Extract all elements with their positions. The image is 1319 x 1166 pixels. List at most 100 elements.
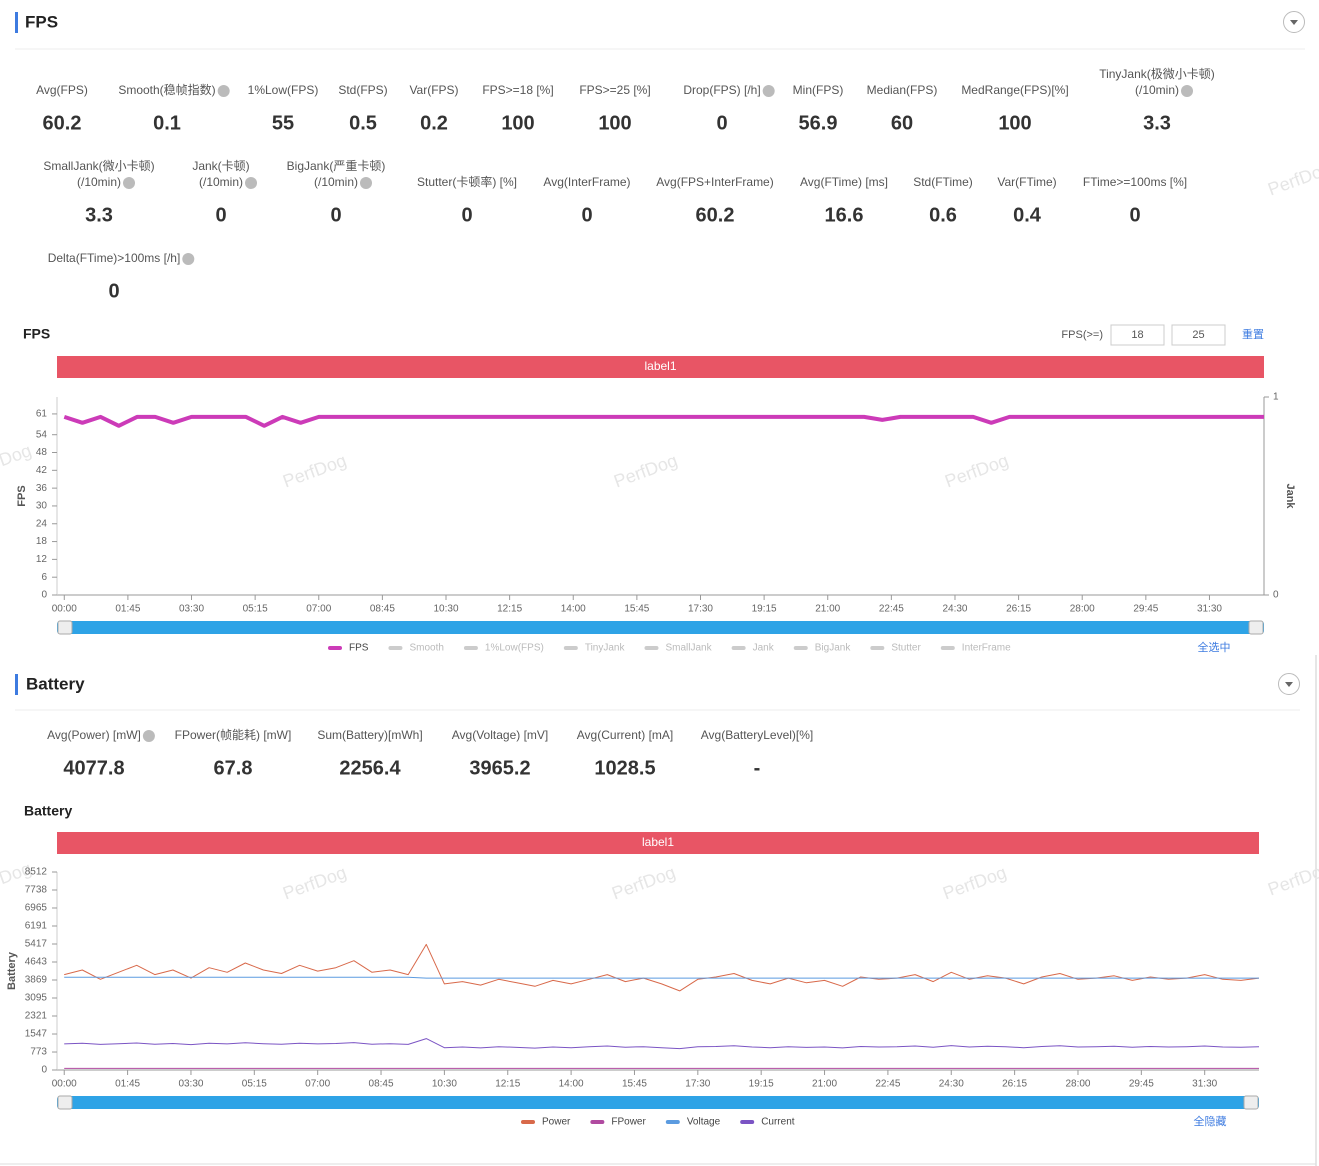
help-icon[interactable] — [245, 177, 258, 189]
help-icon[interactable] — [360, 177, 373, 189]
legend-label[interactable]: Power — [542, 1117, 571, 1128]
x-tick-label: 08:45 — [369, 1079, 394, 1090]
collapse-button[interactable] — [1278, 673, 1300, 695]
help-icon[interactable] — [182, 253, 195, 265]
legend-icon[interactable] — [328, 646, 342, 650]
help-icon[interactable] — [762, 85, 775, 97]
y-tick-label: 773 — [30, 1047, 47, 1058]
metric-label: FPower(帧能耗) [mW] — [175, 728, 292, 742]
metric-value: - — [754, 757, 761, 779]
range-slider[interactable] — [57, 1096, 1259, 1109]
metric-label: (/10min) — [199, 175, 243, 189]
metric-value: 0 — [461, 204, 472, 226]
metric-value: 100 — [501, 112, 534, 134]
threshold-value[interactable]: 25 — [1192, 329, 1204, 341]
x-tick-label: 31:30 — [1192, 1079, 1217, 1090]
metric-label: Stutter(卡顿率) [%] — [417, 174, 517, 189]
metric-value: 0 — [716, 112, 727, 134]
x-tick-label: 12:15 — [497, 604, 522, 615]
watermark: PerfDog — [1265, 858, 1319, 899]
metric-value: 3.3 — [1143, 112, 1171, 134]
x-tick-label: 10:30 — [432, 1079, 457, 1090]
metric-label: Smooth(稳帧指数) — [118, 82, 215, 97]
legend-label[interactable]: FPower — [611, 1117, 646, 1128]
y-tick-label: 48 — [36, 447, 48, 458]
watermark: PerfDog — [611, 450, 680, 491]
metric-value: 0 — [581, 204, 592, 226]
legend-icon[interactable] — [940, 646, 955, 650]
threshold-input[interactable] — [1171, 324, 1226, 346]
x-tick-label: 17:30 — [688, 604, 713, 615]
band-label: label1 — [644, 359, 676, 373]
section-marker — [15, 674, 18, 695]
series-line — [63, 414, 1264, 428]
metric-value: 0 — [330, 204, 341, 226]
y-tick-label: 2321 — [25, 1011, 48, 1022]
metric-label: Median(FPS) — [867, 83, 938, 97]
legend-label[interactable]: Smooth — [409, 643, 443, 654]
y-tick-label: 1547 — [25, 1029, 48, 1040]
legend-icon[interactable] — [665, 1120, 680, 1124]
watermark: PerfDog — [0, 440, 34, 481]
reset-button[interactable]: 重置 — [1242, 327, 1264, 341]
legend-label[interactable]: 1%Low(FPS) — [485, 643, 544, 654]
legend-label[interactable]: TinyJank — [585, 643, 626, 654]
legend-icon[interactable] — [563, 646, 578, 650]
legend-label[interactable]: FPS — [349, 643, 369, 654]
metric-value: 0.1 — [153, 112, 181, 134]
x-tick-label: 14:00 — [559, 1079, 584, 1090]
legend-label[interactable]: Jank — [753, 643, 775, 654]
legend-label[interactable]: Stutter — [891, 643, 921, 654]
help-icon[interactable] — [142, 730, 155, 742]
slider-handle[interactable] — [1243, 1095, 1259, 1110]
metric-label: SmallJank(微小卡顿) — [43, 159, 154, 173]
collapse-button[interactable] — [1283, 11, 1305, 33]
x-tick-label: 19:15 — [752, 604, 777, 615]
y-tick-label: 6191 — [25, 921, 48, 932]
slider-handle[interactable] — [57, 1095, 73, 1110]
y-tick-label: 3869 — [25, 975, 48, 986]
y-tick-label: 0 — [41, 590, 47, 601]
legend-icon[interactable] — [740, 1120, 755, 1124]
help-icon[interactable] — [1181, 85, 1194, 97]
legend-label[interactable]: Current — [761, 1117, 795, 1128]
select-all[interactable]: 全选中 — [1198, 640, 1231, 654]
legend-icon[interactable] — [521, 1120, 535, 1124]
legend-label[interactable]: InterFrame — [962, 643, 1011, 654]
legend-label[interactable]: BigJank — [815, 643, 852, 654]
legend-icon[interactable] — [644, 646, 659, 650]
legend-icon[interactable] — [870, 646, 885, 650]
legend-label[interactable]: SmallJank — [665, 643, 712, 654]
y-tick-label: 18 — [36, 536, 48, 547]
legend-icon[interactable] — [731, 646, 746, 650]
y-tick-label: 4643 — [25, 957, 48, 968]
legend-icon[interactable] — [793, 646, 808, 650]
metric-value: 3965.2 — [469, 757, 530, 779]
x-tick-label: 19:15 — [749, 1079, 774, 1090]
threshold-input[interactable] — [1110, 324, 1165, 346]
y-axis-title: FPS — [16, 485, 28, 506]
slider-handle[interactable] — [57, 620, 73, 635]
legend-icon[interactable] — [590, 1120, 605, 1124]
metric-value: 56.9 — [799, 112, 838, 134]
help-icon[interactable] — [123, 177, 136, 189]
help-icon[interactable] — [217, 85, 230, 97]
metric-value: 60 — [891, 112, 913, 134]
threshold-value[interactable]: 18 — [1131, 329, 1143, 341]
metric-value: 0 — [1129, 204, 1140, 226]
watermark: PerfDog — [280, 450, 349, 491]
y-tick-label: 12 — [36, 554, 48, 565]
x-tick-label: 00:00 — [52, 604, 77, 615]
legend-icon[interactable] — [463, 646, 478, 650]
x-tick-label: 07:00 — [306, 604, 331, 615]
metric-label: FPS>=25 [%] — [579, 83, 650, 97]
legend-label[interactable]: Voltage — [687, 1117, 721, 1128]
range-slider[interactable] — [57, 621, 1264, 634]
y-axis-title: Battery — [6, 951, 18, 990]
slider-handle[interactable] — [1248, 620, 1264, 635]
select-all[interactable]: 全隐藏 — [1194, 1114, 1227, 1128]
metric-label: (/10min) — [1135, 83, 1179, 97]
metric-label: Std(FTime) — [913, 175, 973, 189]
y2-tick-label: 0 — [1273, 590, 1279, 601]
legend-icon[interactable] — [388, 646, 403, 650]
